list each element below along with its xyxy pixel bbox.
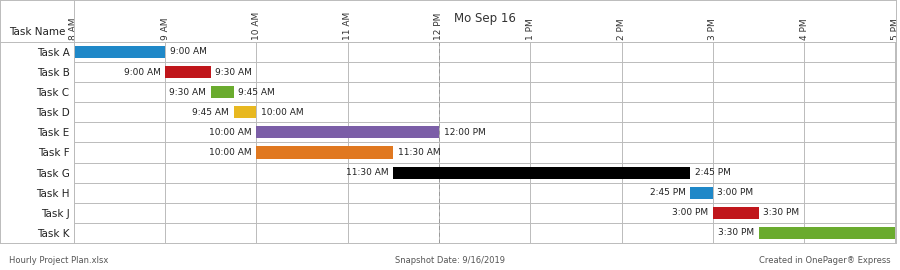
Bar: [690, 187, 713, 199]
Text: 9:30 AM: 9:30 AM: [215, 68, 252, 76]
Text: Hourly Project Plan.xlsx: Hourly Project Plan.xlsx: [9, 256, 108, 265]
Text: Task Name: Task Name: [9, 27, 65, 37]
Text: 2:45 PM: 2:45 PM: [695, 168, 731, 177]
Bar: [165, 66, 211, 78]
Bar: [211, 86, 234, 98]
Text: 10:00 AM: 10:00 AM: [209, 128, 252, 137]
Text: Mo Sep 16: Mo Sep 16: [454, 12, 516, 25]
Text: 9:00 AM: 9:00 AM: [170, 48, 206, 56]
Bar: [713, 207, 759, 219]
Text: 11:30 AM: 11:30 AM: [398, 148, 440, 157]
Bar: [256, 126, 439, 139]
Bar: [393, 167, 690, 179]
Text: 2:45 PM: 2:45 PM: [650, 188, 686, 197]
Text: Snapshot Date: 9/16/2019: Snapshot Date: 9/16/2019: [395, 256, 505, 265]
Text: 10:00 AM: 10:00 AM: [209, 148, 252, 157]
Text: 10:00 AM: 10:00 AM: [261, 108, 303, 117]
Text: 3:30 PM: 3:30 PM: [718, 228, 754, 237]
Text: 9:30 AM: 9:30 AM: [169, 88, 206, 97]
Bar: [256, 146, 393, 158]
Text: 12:00 PM: 12:00 PM: [444, 128, 485, 137]
Text: 3:00 PM: 3:00 PM: [717, 188, 753, 197]
Text: Created in OnePager® Express: Created in OnePager® Express: [760, 256, 891, 265]
Bar: [74, 46, 165, 58]
Text: 9:00 AM: 9:00 AM: [123, 68, 160, 76]
Bar: [234, 106, 256, 118]
Text: 9:45 AM: 9:45 AM: [193, 108, 229, 117]
Bar: [759, 227, 896, 239]
Text: 3:30 PM: 3:30 PM: [763, 208, 799, 217]
Text: 11:30 AM: 11:30 AM: [346, 168, 389, 177]
Text: 3:00 PM: 3:00 PM: [672, 208, 708, 217]
Text: 9:45 AM: 9:45 AM: [238, 88, 274, 97]
